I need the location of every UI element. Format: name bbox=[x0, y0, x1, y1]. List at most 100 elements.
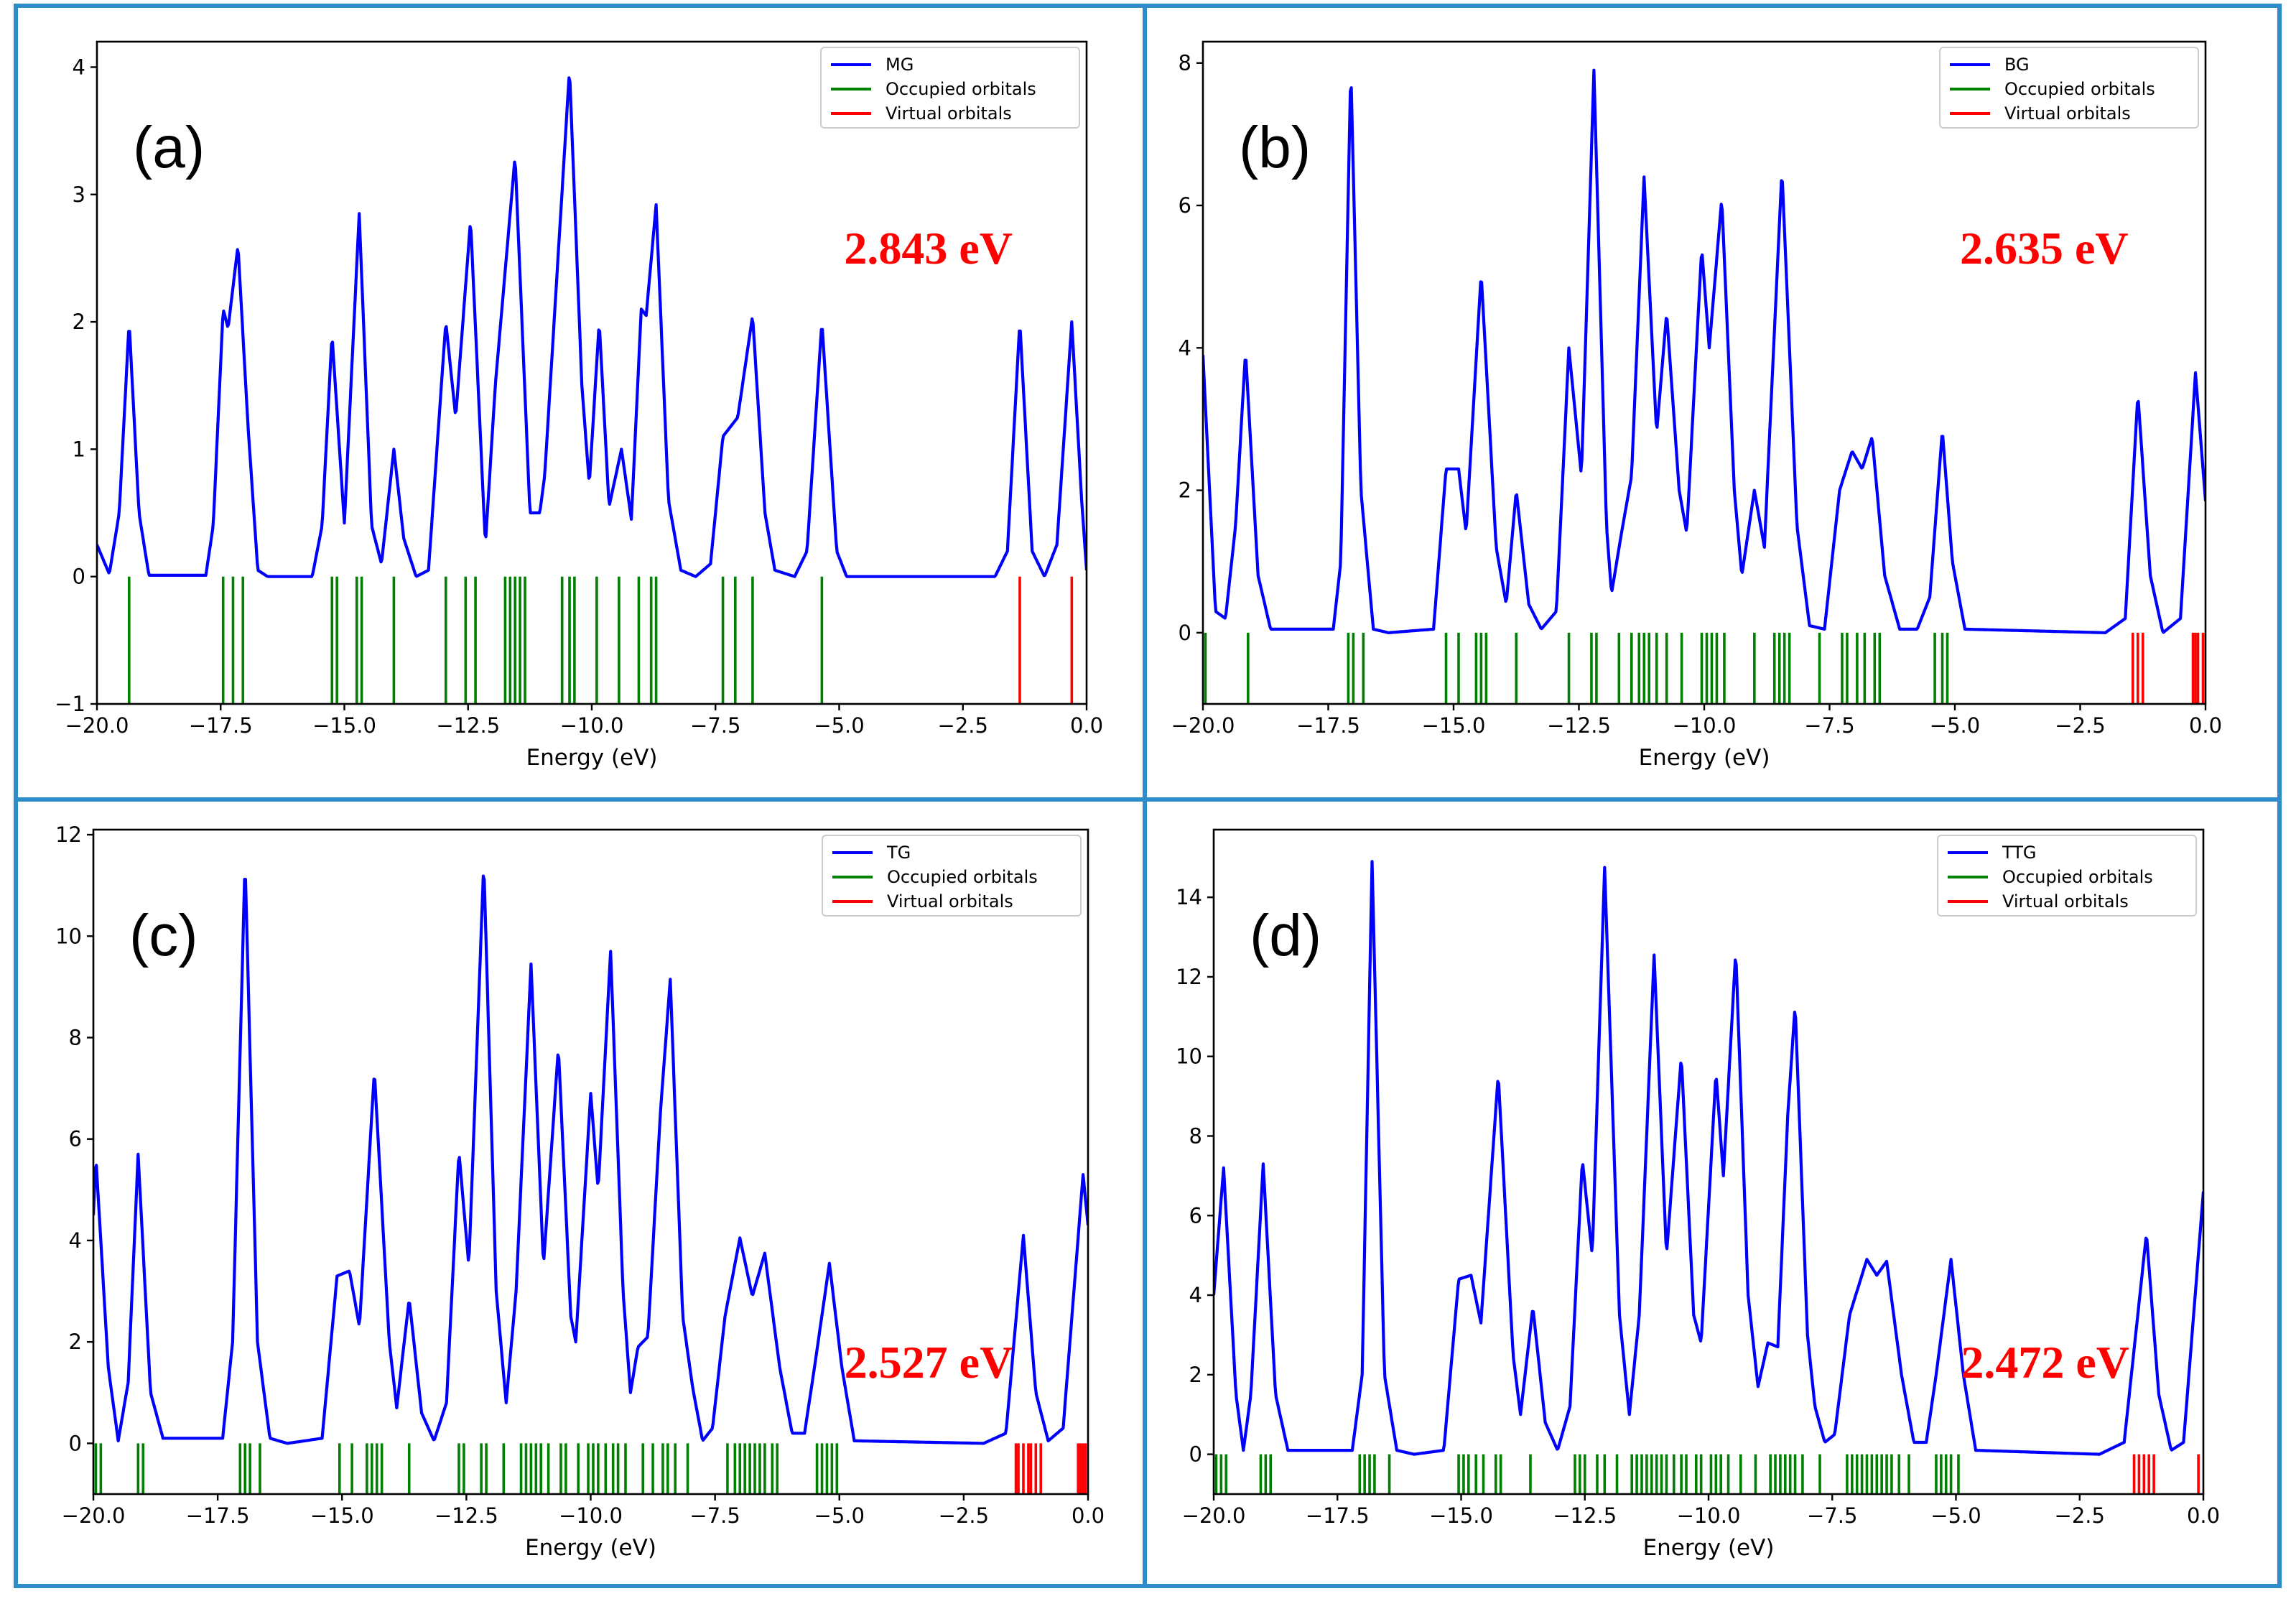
x-tick-label: −15.0 bbox=[1429, 1503, 1493, 1528]
x-tick-label: 0.0 bbox=[1072, 1503, 1105, 1528]
axes-frame bbox=[1212, 828, 2205, 1496]
x-tick-label: −12.5 bbox=[434, 1503, 498, 1528]
x-tick-label: −5.0 bbox=[814, 1503, 865, 1528]
x-tick-label: −10.0 bbox=[559, 1503, 623, 1528]
legend: TG Occupied orbitals Virtual orbitals bbox=[822, 835, 1082, 917]
y-tick-label: 6 bbox=[69, 1127, 82, 1151]
legend-entry-dos: BG bbox=[2004, 55, 2030, 75]
dos-curve bbox=[1203, 68, 2206, 634]
legend-entry-dos: TTG bbox=[2002, 843, 2037, 863]
panel-label: (b) bbox=[1239, 115, 1311, 180]
y-tick-label: 10 bbox=[55, 924, 82, 948]
y-tick-label: 8 bbox=[69, 1026, 82, 1050]
y-tick-label: 4 bbox=[1179, 335, 1191, 360]
x-tick-label: −17.5 bbox=[189, 713, 253, 738]
plot-area: −20.0 −17.5 −15.0 −12.5 −10.0 −7.5 −5.0 −2.5 0.0… bbox=[1176, 828, 2220, 1528]
x-tick-label: −10.0 bbox=[560, 713, 624, 738]
x-tick-label: −2.5 bbox=[2055, 1503, 2105, 1528]
band-gap-label: 2.527 eV bbox=[845, 1337, 1013, 1388]
dos-curve bbox=[93, 874, 1088, 1445]
legend-box bbox=[1937, 835, 2197, 917]
legend-entry-virtual: Virtual orbitals bbox=[2004, 103, 2131, 124]
panel-label: (a) bbox=[133, 115, 205, 180]
y-tick-label: 0 bbox=[1179, 621, 1191, 645]
x-tick-label: −20.0 bbox=[65, 713, 129, 738]
y-tick-label: −1 bbox=[55, 692, 85, 716]
plot-marks bbox=[1214, 860, 2203, 1494]
x-tick-label: −7.5 bbox=[689, 1503, 740, 1528]
legend-box bbox=[1939, 47, 2199, 129]
x-tick-label: 0.0 bbox=[2187, 1503, 2220, 1528]
legend-entry-occupied: Occupied orbitals bbox=[2004, 79, 2155, 99]
y-tick-label: 4 bbox=[73, 55, 85, 79]
legend-entry-dos: MG bbox=[886, 55, 914, 75]
y-tick-label: 14 bbox=[1176, 885, 1202, 909]
legend-entry-virtual: Virtual orbitals bbox=[887, 891, 1013, 912]
legend-box bbox=[822, 835, 1082, 917]
x-axis-label: Energy (eV) bbox=[1643, 1535, 1775, 1561]
plot-area: −20.0 −17.5 −15.0 −12.5 −10.0 −7.5 −5.0 −2.5 0.0… bbox=[55, 822, 1105, 1528]
legend-box bbox=[820, 47, 1080, 129]
panel-label: (d) bbox=[1250, 903, 1321, 968]
y-tick-label: 6 bbox=[1189, 1203, 1202, 1228]
x-tick-label: −2.5 bbox=[938, 713, 988, 738]
x-tick-label: −15.0 bbox=[310, 1503, 374, 1528]
plot-area: −20.0 −17.5 −15.0 −12.5 −10.0 −7.5 −5.0 −2.5 0.0… bbox=[55, 40, 1103, 738]
x-tick-label: −5.0 bbox=[1930, 713, 1980, 738]
plot-marks bbox=[1203, 68, 2206, 704]
y-tick-label: 0 bbox=[1189, 1442, 1202, 1467]
panel-frame-d bbox=[1143, 797, 2282, 1588]
legend: TTG Occupied orbitals Virtual orbitals bbox=[1937, 835, 2197, 917]
subplot-b: −20.0 −17.5 −15.0 −12.5 −10.0 −7.5 −5.0 −2.5 0.0… bbox=[1171, 40, 2222, 771]
band-gap-label: 2.843 eV bbox=[844, 223, 1013, 274]
legend-entry-virtual: Virtual orbitals bbox=[2002, 891, 2129, 912]
x-tick-label: −5.0 bbox=[814, 713, 864, 738]
x-tick-label: −20.0 bbox=[1182, 1503, 1246, 1528]
legend: BG Occupied orbitals Virtual orbitals bbox=[1939, 47, 2199, 129]
dos-curve bbox=[97, 76, 1087, 578]
x-tick-label: −12.5 bbox=[1547, 713, 1611, 738]
y-tick-label: 4 bbox=[69, 1228, 82, 1253]
x-axis-label: Energy (eV) bbox=[525, 1535, 656, 1561]
x-axis-label: Energy (eV) bbox=[526, 745, 658, 771]
legend-entry-occupied: Occupied orbitals bbox=[2002, 867, 2153, 887]
legend-entry-occupied: Occupied orbitals bbox=[886, 79, 1036, 99]
x-tick-label: −17.5 bbox=[1306, 1503, 1370, 1528]
x-tick-label: −10.0 bbox=[1677, 1503, 1741, 1528]
y-tick-label: 12 bbox=[1176, 965, 1202, 989]
x-tick-label: −2.5 bbox=[2055, 713, 2105, 738]
x-tick-label: −17.5 bbox=[1296, 713, 1360, 738]
y-tick-label: 6 bbox=[1179, 193, 1191, 218]
plot-marks bbox=[97, 76, 1087, 704]
x-tick-label: −10.0 bbox=[1673, 713, 1737, 738]
subplot-d: −20.0 −17.5 −15.0 −12.5 −10.0 −7.5 −5.0 −2.5 0.0… bbox=[1176, 828, 2220, 1561]
legend-entry-virtual: Virtual orbitals bbox=[886, 103, 1012, 124]
band-gap-label: 2.635 eV bbox=[1960, 223, 2129, 274]
y-tick-label: 2 bbox=[1189, 1363, 1202, 1387]
y-tick-label: 4 bbox=[1189, 1283, 1202, 1307]
plot-area: −20.0 −17.5 −15.0 −12.5 −10.0 −7.5 −5.0 −2.5 0.0… bbox=[1171, 40, 2222, 738]
x-tick-label: −2.5 bbox=[939, 1503, 989, 1528]
x-tick-label: −5.0 bbox=[1930, 1503, 1981, 1528]
y-tick-label: 2 bbox=[69, 1330, 82, 1354]
subplot-a: −20.0 −17.5 −15.0 −12.5 −10.0 −7.5 −5.0 −2.5 0.0… bbox=[55, 40, 1103, 771]
legend: MG Occupied orbitals Virtual orbitals bbox=[820, 47, 1080, 129]
x-tick-label: 0.0 bbox=[1070, 713, 1103, 738]
x-tick-label: 0.0 bbox=[2189, 713, 2222, 738]
y-tick-label: 10 bbox=[1176, 1044, 1202, 1069]
x-tick-label: −7.5 bbox=[1804, 713, 1854, 738]
y-tick-label: 0 bbox=[73, 565, 85, 589]
legend-entry-dos: TG bbox=[886, 843, 911, 863]
x-axis-label: Energy (eV) bbox=[1639, 745, 1770, 771]
y-tick-label: 8 bbox=[1189, 1123, 1202, 1148]
x-tick-label: −12.5 bbox=[436, 713, 500, 738]
x-tick-label: −17.5 bbox=[186, 1503, 250, 1528]
band-gap-label: 2.472 eV bbox=[1961, 1337, 2129, 1388]
plot-marks bbox=[93, 874, 1088, 1494]
subplot-c: −20.0 −17.5 −15.0 −12.5 −10.0 −7.5 −5.0 −2.5 0.0… bbox=[55, 822, 1105, 1561]
x-tick-label: −12.5 bbox=[1553, 1503, 1617, 1528]
y-tick-label: 12 bbox=[55, 822, 82, 847]
y-tick-label: 1 bbox=[73, 437, 85, 461]
dos-curve bbox=[1214, 860, 2203, 1456]
